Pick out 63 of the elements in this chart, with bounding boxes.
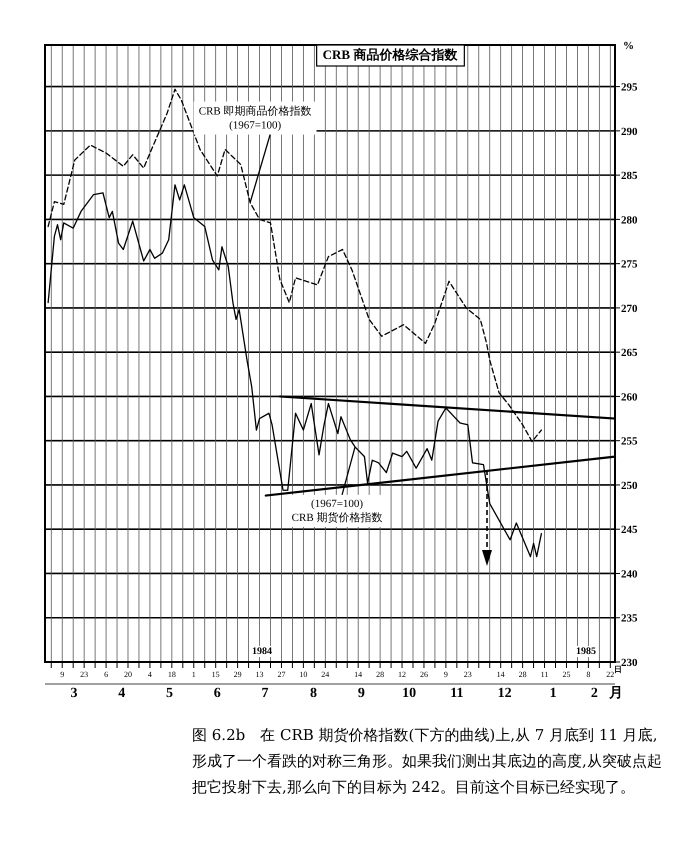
- y-tick-label: 275: [621, 258, 638, 271]
- y-tick-label: 240: [621, 568, 638, 580]
- x-tick-label: 28: [376, 670, 384, 679]
- y-tick-label: 295: [621, 82, 638, 94]
- annotation: 4: [118, 686, 126, 701]
- y-tick-label: 265: [621, 347, 638, 360]
- x-tick-label: 12: [398, 670, 406, 679]
- x-tick-label: 10: [299, 670, 308, 679]
- y-tick-label: 285: [621, 170, 638, 182]
- annotation: 9: [358, 686, 365, 701]
- y-tick-label: 255: [621, 436, 638, 448]
- annotation: 1984: [251, 646, 273, 657]
- annotation: 11: [450, 686, 464, 701]
- x-tick-label: 26: [420, 670, 428, 679]
- annotation: 1: [550, 686, 557, 701]
- annotation: (1967=100) CRB 期货价格指数: [292, 498, 382, 524]
- annotation: (1967=100) CRB 期货价格指数: [286, 446, 388, 527]
- x-tick-label: 14: [354, 670, 362, 679]
- x-tick-label: 1: [192, 670, 196, 679]
- annotation: 10: [402, 686, 416, 701]
- y-tick-label: 290: [621, 126, 638, 138]
- x-tick-label: 25: [562, 670, 570, 679]
- y-tick-label: 270: [621, 302, 638, 315]
- x-tick-label: 13: [256, 670, 264, 679]
- x-tick-label: 27: [277, 670, 286, 679]
- y-tick-label: 280: [621, 214, 638, 226]
- annotation: 1985: [575, 646, 597, 657]
- x-tick-label: 22: [606, 670, 614, 679]
- annotation: 6: [214, 686, 221, 701]
- annotation: 8: [310, 686, 318, 701]
- chart-title: CRB 商品价格综合指数: [322, 47, 458, 62]
- annotation: 2: [590, 686, 598, 701]
- caption: 图 6.2b 在 CRB 期货价格指数(下方的曲线)上,从 7 月底到 11 月底,形成了一个看跌的对称三角形。如果我们测出其底边的高度,从突破点起把它投射下去,那么向下的目标为 242。目前这个目标已经实现了。: [192, 725, 663, 798]
- x-tick-label: 6: [104, 670, 108, 679]
- x-tick-label: 20: [124, 670, 132, 679]
- y-tick-label: 260: [621, 391, 638, 404]
- y-tick-label: 230: [621, 657, 638, 669]
- x-tick-label: 9: [60, 670, 64, 679]
- x-tick-label: 8: [586, 670, 590, 679]
- x-tick-label: 29: [234, 670, 242, 679]
- annotation: 12: [498, 686, 512, 701]
- y-tick-label: 245: [621, 524, 638, 536]
- x-tick-label: 24: [321, 670, 330, 679]
- y-tick-label: 250: [621, 480, 638, 492]
- y-tick-label: 235: [621, 612, 638, 625]
- annotation: CRB 即期商品价格指数 (1967=100): [198, 104, 312, 132]
- x-tick-label: 9: [444, 670, 448, 679]
- x-tick-label: 23: [80, 670, 88, 679]
- y-axis-title: %: [623, 40, 634, 52]
- x-tick-label: 11: [540, 670, 548, 679]
- x-tick-label: 23: [464, 670, 472, 679]
- annotation: CRB 即期商品价格指数 (1967=100): [194, 102, 317, 203]
- x-tick-label: 18: [168, 670, 176, 679]
- annotation: 日: [614, 665, 622, 674]
- x-tick-label: 4: [148, 670, 152, 679]
- x-tick-label: 14: [496, 670, 505, 679]
- annotation: 5: [166, 686, 173, 701]
- annotation: 7: [262, 686, 269, 701]
- annotation: 3: [70, 686, 78, 701]
- annotation: 月: [609, 686, 623, 701]
- title: CRB 商品价格综合指数: [316, 44, 465, 67]
- x-tick-label: 28: [518, 670, 527, 679]
- x-tick-label: 15: [212, 670, 220, 679]
